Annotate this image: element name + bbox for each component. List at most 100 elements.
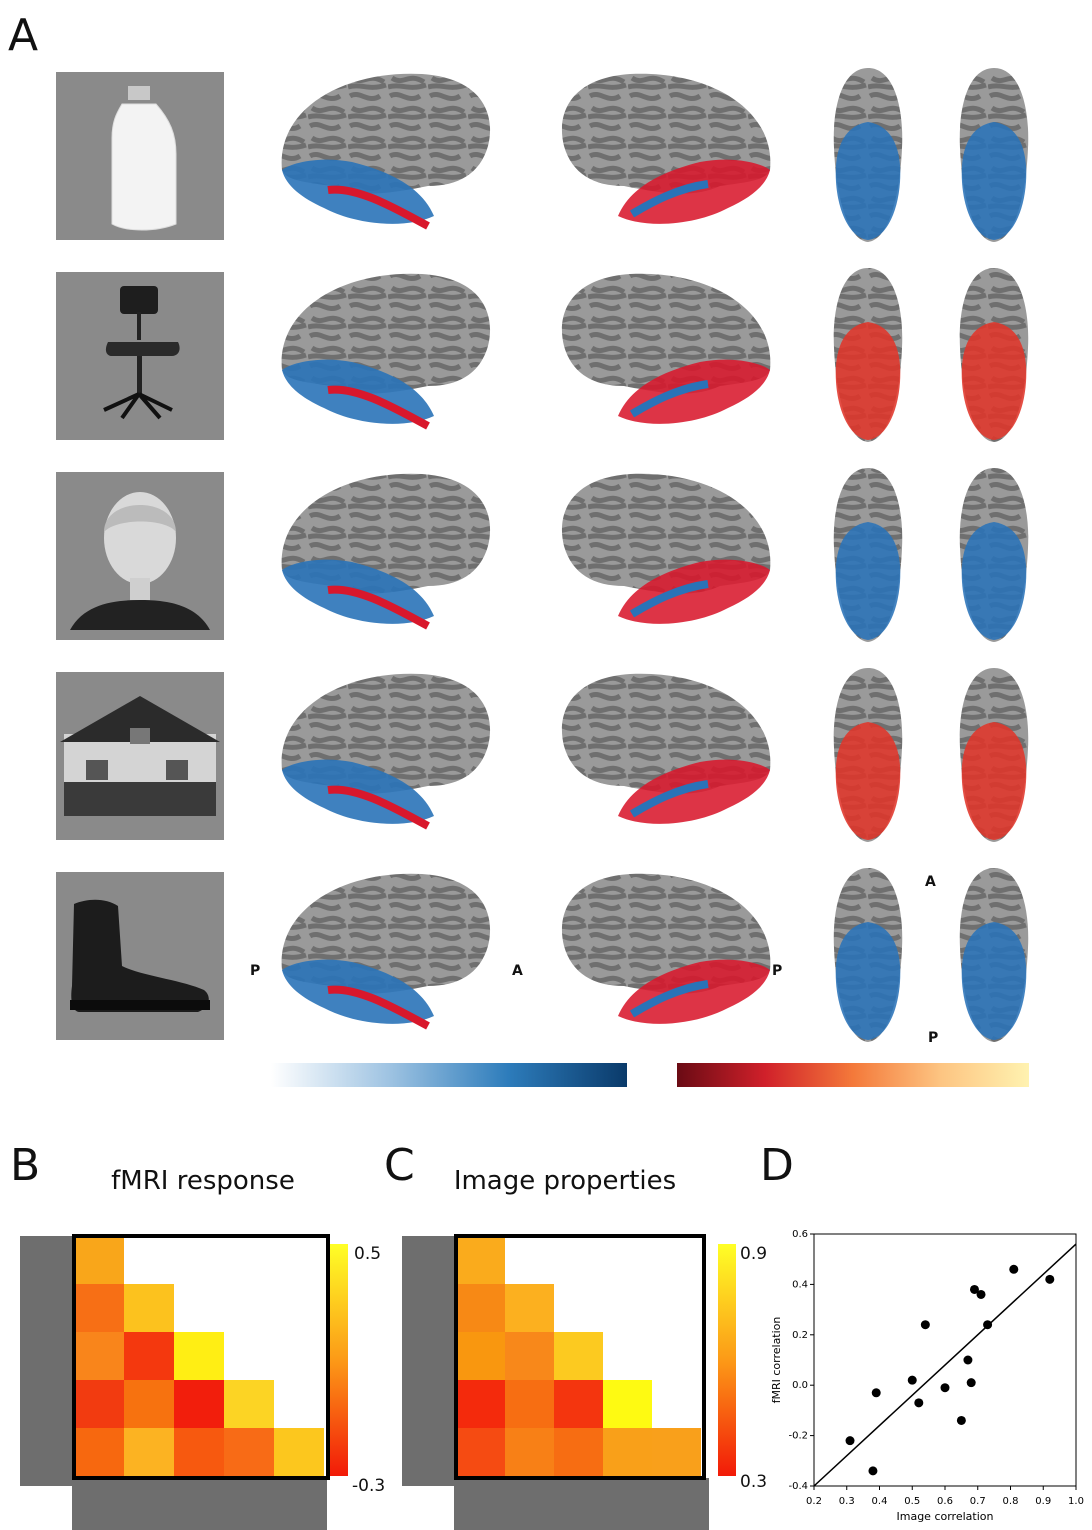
matrix-c-cbar-max: 0.9: [740, 1244, 768, 1264]
matrix-cell: [174, 1380, 224, 1428]
x-tick-label: 0.9: [1035, 1496, 1051, 1507]
stimulus-chair-image: [56, 272, 224, 440]
label-anterior-mid: A: [512, 963, 523, 979]
y-tick-label: 0.0: [792, 1380, 808, 1391]
matrix-cell: [274, 1428, 324, 1476]
data-point: [969, 1284, 979, 1294]
matrix-cell: [224, 1428, 274, 1476]
data-point: [976, 1289, 986, 1299]
panel-letter-d: D: [760, 1140, 794, 1191]
data-point: [966, 1378, 976, 1388]
matrix-c-colorbar: [718, 1244, 736, 1476]
matrix-c-col-icons: [454, 1478, 709, 1530]
data-point: [963, 1355, 973, 1365]
data-point: [907, 1375, 917, 1385]
matrix-cell: [456, 1380, 505, 1428]
activation-red: [618, 959, 770, 1024]
data-point: [914, 1398, 924, 1408]
panel-letter-c: C: [384, 1140, 415, 1191]
matrix-cell: [124, 1332, 174, 1380]
y-tick-label: 0.2: [792, 1330, 808, 1341]
matrix-b-cbar-max: 0.5: [354, 1244, 382, 1264]
activation-blue: [629, 180, 709, 218]
matrix-cell: [74, 1284, 124, 1332]
activation-ventral: [835, 122, 901, 240]
data-point: [1009, 1264, 1019, 1274]
label-posterior-right: P: [772, 963, 783, 979]
matrix-b-frame: [72, 1234, 330, 1480]
activation-ventral: [961, 322, 1027, 440]
fit-line: [813, 1243, 1077, 1487]
activation-ventral: [835, 922, 901, 1040]
activation-red: [618, 359, 770, 424]
x-tick-label: 0.5: [904, 1496, 920, 1507]
matrix-b-col-icons: [72, 1478, 327, 1530]
activation-red: [327, 585, 430, 630]
matrix-cell: [505, 1428, 554, 1476]
negative-colorbar: [271, 1063, 627, 1087]
activation-ventral: [835, 322, 901, 440]
activation-ventral: [961, 122, 1027, 240]
y-tick-label: -0.4: [788, 1481, 808, 1492]
y-axis-label: fMRI correlation: [770, 1317, 783, 1404]
matrix-c-cells: [456, 1236, 701, 1476]
brain-surface-maps: [281, 68, 1029, 1042]
plot-frame: [813, 1233, 1077, 1487]
activation-blue: [629, 780, 709, 818]
x-tick-label: 0.2: [806, 1496, 822, 1507]
activation-red: [327, 985, 430, 1030]
data-point: [845, 1436, 855, 1446]
label-posterior-left: P: [250, 963, 261, 979]
matrix-b-title: fMRI response: [111, 1166, 295, 1196]
stimulus-face-image: [56, 472, 224, 640]
matrix-cell: [456, 1332, 505, 1380]
matrix-cell: [456, 1284, 505, 1332]
activation-ventral: [835, 522, 901, 640]
matrix-cell: [505, 1284, 554, 1332]
y-tick-label: -0.2: [788, 1431, 808, 1442]
activation-red: [618, 159, 770, 224]
data-point: [940, 1383, 950, 1393]
matrix-cell: [456, 1236, 505, 1284]
matrix-cell: [174, 1332, 224, 1380]
data-point: [1045, 1274, 1055, 1284]
matrix-cell: [554, 1428, 603, 1476]
x-tick-label: 0.4: [872, 1496, 888, 1507]
matrix-cell: [456, 1428, 505, 1476]
data-point: [920, 1320, 930, 1330]
matrix-cell: [554, 1332, 603, 1380]
matrix-cell: [652, 1428, 701, 1476]
activation-blue: [629, 380, 709, 418]
data-point: [871, 1388, 881, 1398]
x-tick-label: 1.0: [1068, 1496, 1084, 1507]
panel-letter-a: A: [8, 10, 39, 61]
panel-letter-b: B: [10, 1140, 41, 1191]
scatter-plot: 0.2 0.3 0.4 0.5 0.6 0.7 0.8 0.9 1.0 -0.4 -0.2 0.0 0.…: [770, 1229, 1084, 1523]
activation-ventral: [961, 722, 1027, 840]
matrix-cell: [603, 1380, 652, 1428]
x-axis-label: Image correlation: [897, 1510, 994, 1523]
matrix-cell: [174, 1428, 224, 1476]
y-tick-label: 0.4: [792, 1279, 808, 1290]
data-point: [956, 1415, 966, 1425]
matrix-c-title: Image properties: [453, 1166, 677, 1196]
activation-red: [327, 185, 430, 230]
matrix-cell: [505, 1332, 554, 1380]
matrix-cell: [124, 1428, 174, 1476]
matrix-cell: [74, 1332, 124, 1380]
matrix-b-cbar-min: -0.3: [352, 1476, 386, 1496]
matrix-c-row-icons: [402, 1236, 456, 1486]
activation-ventral: [835, 722, 901, 840]
stimulus-house-image: [56, 672, 224, 840]
activation-blue: [629, 580, 709, 618]
data-point: [868, 1466, 878, 1476]
matrix-cell: [554, 1380, 603, 1428]
matrix-cell: [224, 1380, 274, 1428]
activation-red: [327, 385, 430, 430]
activation-red: [618, 759, 770, 824]
matrix-cell: [603, 1428, 652, 1476]
matrix-cell: [124, 1284, 174, 1332]
activation-ventral: [961, 522, 1027, 640]
x-tick-label: 0.6: [937, 1496, 953, 1507]
matrix-b-row-icons: [20, 1236, 74, 1486]
